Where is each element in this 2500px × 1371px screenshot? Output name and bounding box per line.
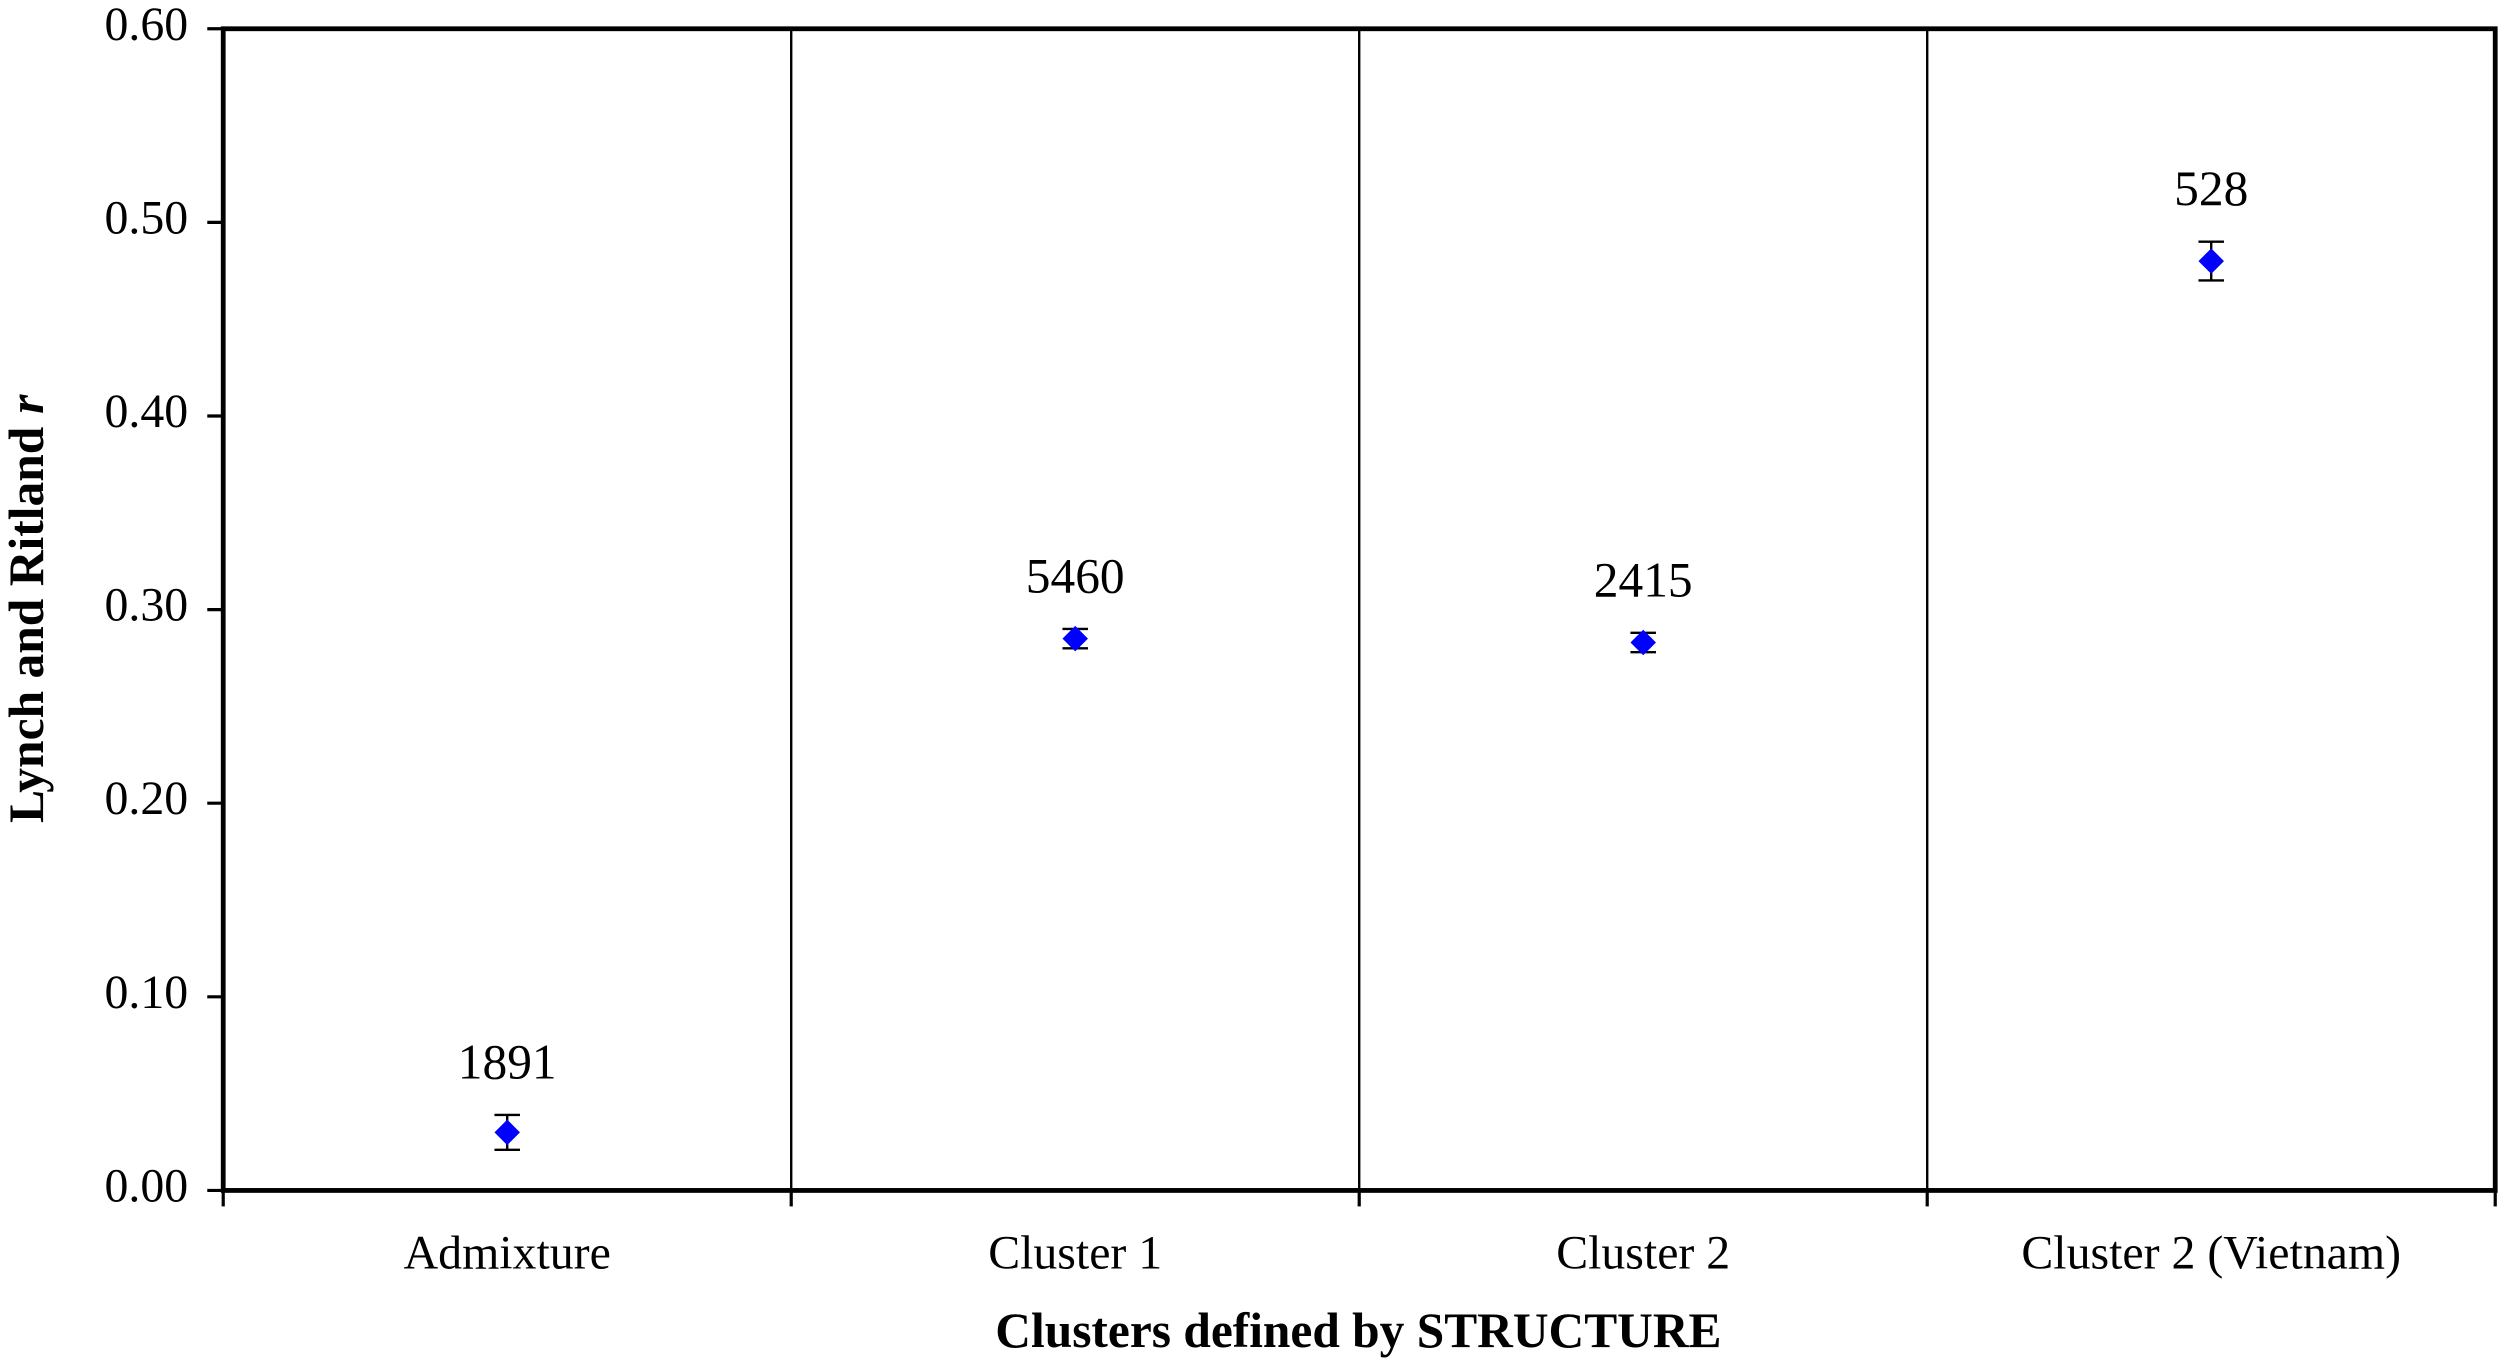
x-tick-label: Cluster 2 (Vietnam) bbox=[2021, 1226, 2401, 1279]
y-axis-title: Lynch and Ritland r bbox=[0, 394, 54, 823]
y-axis-title-text: Lynch and Ritland bbox=[0, 427, 54, 823]
y-tick-label: 0.40 bbox=[104, 385, 188, 438]
x-tick-label: Admixture bbox=[404, 1226, 611, 1279]
y-axis-title-symbol: r bbox=[0, 394, 54, 414]
y-tick-label: 0.30 bbox=[104, 579, 188, 632]
point bbox=[2198, 248, 2224, 274]
x-axis-title: Clusters defined by STRUCTURE bbox=[995, 1303, 1721, 1358]
y-tick-label: 0.20 bbox=[104, 772, 188, 825]
y-tick-label: 0.60 bbox=[104, 0, 188, 51]
y-tick-label: 0.50 bbox=[104, 191, 188, 244]
point bbox=[494, 1119, 520, 1146]
x-tick-label: Cluster 2 bbox=[1556, 1226, 1730, 1279]
sample-size-label: 5460 bbox=[1026, 548, 1125, 603]
x-tick-label: Cluster 1 bbox=[988, 1226, 1162, 1279]
sample-size-label: 1891 bbox=[458, 1034, 557, 1089]
y-tick-label: 0.00 bbox=[104, 1159, 188, 1212]
sample-size-label: 528 bbox=[2174, 161, 2248, 216]
y-tick-label: 0.10 bbox=[104, 966, 188, 1019]
sample-size-label: 2415 bbox=[1594, 552, 1693, 607]
